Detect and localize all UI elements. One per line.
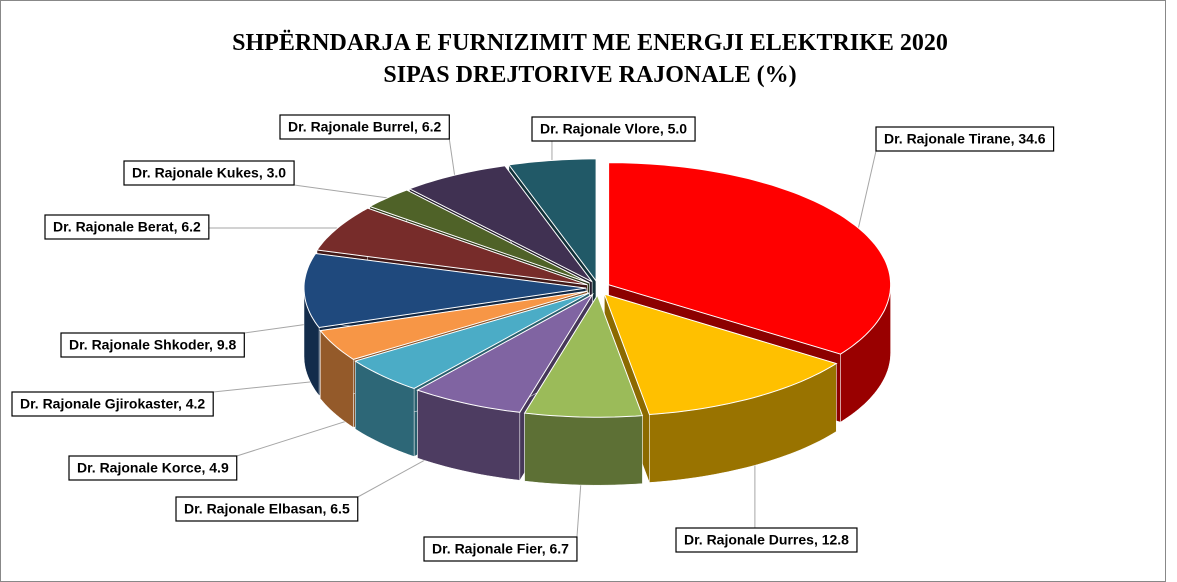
slice	[368, 189, 590, 284]
slice	[408, 165, 593, 283]
label-box	[875, 126, 1055, 152]
slice	[316, 207, 588, 286]
label-box	[11, 391, 214, 417]
chart-subtitle: SIPAS DREJTORIVE RAJONALE (%)	[383, 62, 796, 88]
label-box	[423, 536, 578, 562]
label-box	[60, 332, 245, 358]
slice	[416, 293, 595, 413]
data-label: Dr. Rajonale Tirane, 34.6	[884, 131, 1046, 147]
data-label: Dr. Rajonale Korce, 4.9	[77, 460, 229, 476]
label-box	[123, 160, 295, 186]
data-label: Dr. Rajonale Shkoder, 9.8	[69, 337, 237, 353]
slice-wall	[524, 412, 643, 486]
data-label: Dr. Rajonale Burrel, 6.2	[288, 119, 441, 135]
label-box	[279, 114, 450, 140]
leader-line	[448, 138, 456, 176]
data-label: Dr. Rajonale Fier, 6.7	[432, 541, 569, 557]
slice	[354, 292, 590, 390]
slice	[319, 290, 588, 360]
pie	[303, 158, 892, 486]
label-box	[675, 527, 858, 553]
slice	[608, 162, 892, 355]
data-label: Dr. Rajonale Gjirokaster, 4.2	[20, 396, 205, 412]
data-label: Dr. Rajonale Elbasan, 6.5	[184, 501, 350, 517]
data-label: Dr. Rajonale Berat, 6.2	[53, 219, 201, 235]
label-box	[68, 455, 238, 481]
leader-line	[244, 324, 305, 334]
data-label: Dr. Rajonale Kukes, 3.0	[132, 165, 286, 181]
data-label: Dr. Rajonale Vlore, 5.0	[540, 121, 687, 137]
leader-line	[294, 184, 388, 199]
slice	[603, 293, 838, 416]
label-box	[531, 116, 696, 142]
label-box	[44, 214, 210, 240]
chart-title: SHPËRNDARJA E FURNIZIMIT ME ENERGJI ELEK…	[232, 30, 948, 56]
slice	[523, 294, 644, 418]
slice	[303, 252, 587, 329]
label-box	[175, 496, 359, 522]
leader-line	[857, 150, 877, 229]
data-label: Dr. Rajonale Durres, 12.8	[684, 532, 849, 548]
slice	[507, 158, 597, 283]
